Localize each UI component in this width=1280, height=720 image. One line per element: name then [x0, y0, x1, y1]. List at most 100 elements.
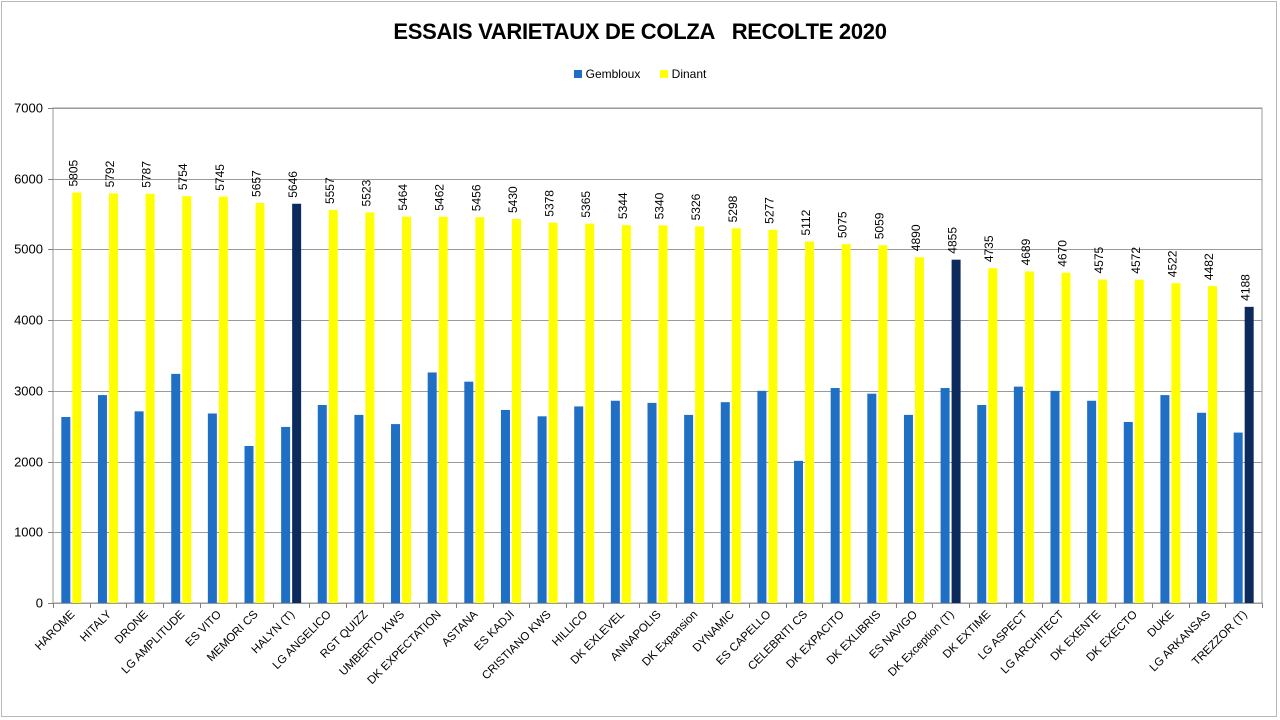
data-label-dinant: 4575 [1092, 246, 1106, 273]
bar-gembloux [940, 388, 950, 603]
bar-dinant [1061, 272, 1071, 603]
bar-dinant [365, 212, 375, 603]
x-tick-label: LG AMPLITUDE [120, 608, 188, 676]
bar-dinant [695, 226, 705, 603]
legend-swatch-gembloux [573, 69, 582, 78]
bar-gembloux [610, 400, 620, 603]
bar-gembloux [830, 388, 840, 603]
y-tick-label: 2000 [14, 455, 43, 470]
data-label-dinant: 5805 [66, 159, 80, 186]
y-tick-label: 3000 [14, 384, 43, 399]
bar-dinant [182, 196, 192, 604]
bar-dinant [292, 203, 302, 604]
data-label-dinant: 5112 [799, 209, 813, 235]
data-label-dinant: 4855 [946, 227, 960, 254]
data-label-dinant: 5326 [689, 193, 703, 220]
x-tick-label: LG ARCHITECT [999, 609, 1067, 677]
bar-dinant [585, 223, 595, 603]
bar-dinant [878, 245, 888, 604]
chart-legend: Gembloux Dinant [0, 67, 1280, 81]
bar-gembloux [464, 381, 474, 603]
data-label-dinant: 4689 [1019, 238, 1033, 265]
bar-gembloux [244, 446, 254, 603]
bar-dinant [1024, 271, 1034, 603]
bar-gembloux [427, 372, 437, 603]
data-label-dinant: 5745 [213, 164, 227, 191]
bar-dinant [1171, 283, 1181, 603]
bar-dinant [255, 202, 265, 603]
x-tick-label: HITALY [78, 608, 114, 644]
x-tick-label: HAROME [33, 608, 77, 652]
data-label-dinant: 5787 [140, 161, 154, 188]
bar-gembloux [61, 417, 71, 603]
data-label-dinant: 5523 [359, 179, 373, 206]
bar-gembloux [171, 373, 181, 603]
data-label-dinant: 5298 [726, 195, 740, 222]
bar-dinant [438, 216, 448, 603]
x-tick-label: CRISTIANO KWS [480, 608, 554, 682]
bar-gembloux [574, 406, 584, 603]
data-label-dinant: 5646 [286, 171, 300, 198]
bar-gembloux [1233, 432, 1243, 603]
bar-gembloux [647, 402, 657, 603]
bar-dinant [951, 259, 961, 603]
data-label-dinant: 5792 [103, 160, 117, 187]
data-label-dinant: 4890 [909, 224, 923, 251]
bar-gembloux [207, 413, 217, 603]
bar-gembloux [537, 416, 547, 603]
bar-gembloux [97, 395, 107, 603]
data-label-dinant: 5059 [872, 212, 886, 239]
data-label-dinant: 5462 [433, 184, 447, 211]
data-label-dinant: 4522 [1165, 250, 1179, 277]
bar-dinant [1244, 306, 1254, 603]
data-label-dinant: 5277 [762, 197, 776, 224]
bar-gembloux [903, 414, 913, 603]
y-tick-label: 0 [36, 596, 43, 611]
bar-dinant [402, 216, 412, 604]
bar-dinant [511, 219, 521, 603]
bar-dinant [218, 196, 228, 603]
data-label-dinant: 5340 [653, 192, 667, 219]
bar-dinant [328, 210, 338, 603]
bar-dinant [1098, 279, 1108, 603]
data-label-dinant: 5365 [579, 191, 593, 218]
bar-dinant [1208, 286, 1218, 603]
data-label-dinant: 5557 [323, 177, 337, 204]
y-tick-label: 4000 [14, 313, 43, 328]
bar-dinant [1134, 279, 1144, 603]
data-label-dinant: 4188 [1239, 274, 1253, 301]
bar-gembloux [757, 390, 767, 603]
bar-gembloux [391, 424, 401, 603]
x-tick-label: DUKE [1145, 608, 1176, 639]
data-label-dinant: 5075 [836, 211, 850, 238]
data-label-dinant: 5754 [176, 163, 190, 190]
data-label-dinant: 5657 [250, 170, 264, 197]
bar-dinant [145, 193, 155, 603]
bar-gembloux [867, 393, 877, 603]
chart-title: ESSAIS VARIETAUX DE COLZA RECOLTE 2020 [393, 19, 887, 44]
bar-gembloux [281, 426, 291, 603]
bar-gembloux [684, 414, 694, 603]
bar-gembloux [720, 402, 730, 603]
data-label-dinant: 5464 [396, 184, 410, 211]
y-tick-label: 5000 [14, 242, 43, 257]
bar-dinant [658, 225, 668, 603]
legend-label-gembloux: Gembloux [585, 67, 641, 81]
bar-dinant [72, 192, 82, 603]
bar-gembloux [317, 405, 327, 603]
bar-gembloux [354, 414, 364, 603]
bar-dinant [731, 228, 741, 603]
y-tick-label: 6000 [14, 172, 43, 187]
bar-gembloux [794, 460, 804, 603]
data-label-dinant: 4670 [1056, 240, 1070, 267]
legend-item-gembloux: Gembloux [573, 67, 641, 81]
bar-dinant [768, 229, 778, 604]
bar-gembloux [1197, 412, 1207, 603]
bar-dinant [841, 244, 851, 603]
data-label-dinant: 4735 [982, 235, 996, 262]
bar-dinant [108, 193, 118, 603]
legend-label-dinant: Dinant [671, 67, 707, 81]
data-label-dinant: 4482 [1202, 253, 1216, 280]
legend-swatch-dinant [659, 69, 668, 78]
